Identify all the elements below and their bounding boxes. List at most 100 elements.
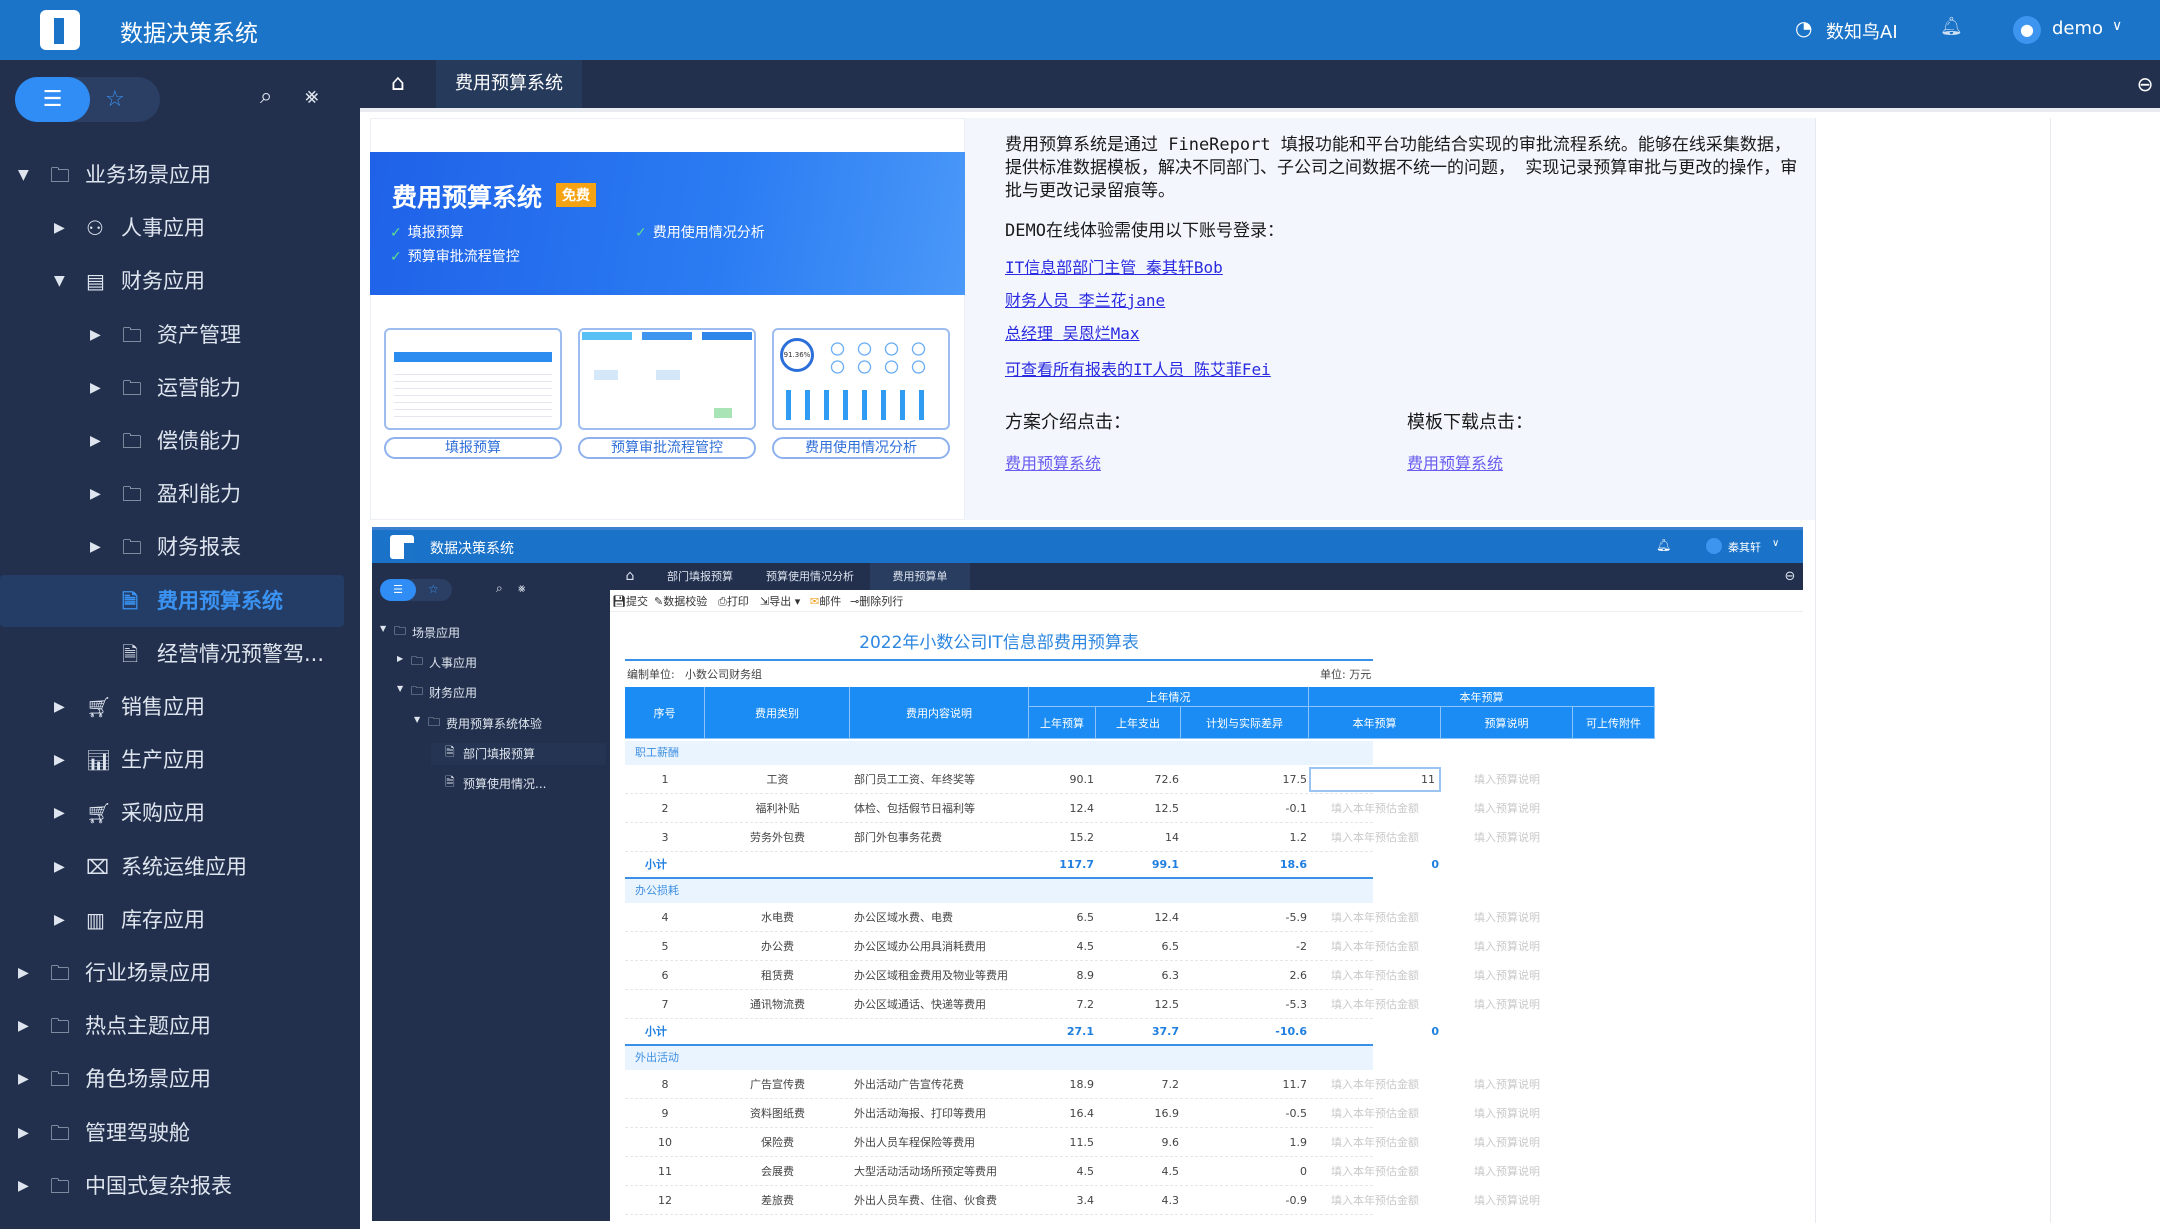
- budget-input[interactable]: 填入本年预估金额: [1331, 940, 1419, 953]
- sidebar-item[interactable]: ▶ 🗀︎ 行业场景应用: [0, 947, 344, 999]
- sidebar-mode-toggle[interactable]: ☰ ☆: [15, 77, 160, 122]
- sidebar-item[interactable]: ▶ 🗀︎ 管理驾驶舱: [0, 1107, 344, 1159]
- download-link[interactable]: 费用预算系统: [1407, 454, 1504, 473]
- approval-flow-button[interactable]: 预算审批流程管控: [578, 437, 756, 459]
- caret-down-icon[interactable]: ▼: [414, 714, 421, 724]
- export-button[interactable]: ⇲导出 ▾: [760, 595, 801, 608]
- caret-right-icon[interactable]: ▶: [54, 858, 65, 875]
- ai-icon[interactable]: ◔: [1795, 16, 1813, 40]
- note-input[interactable]: 填入预算说明: [1474, 1194, 1540, 1207]
- tree-item[interactable]: 🗎︎ 预算使用情况...: [431, 773, 606, 795]
- caret-down-icon[interactable]: ▼: [18, 167, 29, 183]
- tab-dept-budget[interactable]: 部门填报预算: [667, 570, 733, 583]
- ai-assistant-link[interactable]: 数知鸟AI: [1826, 22, 1898, 43]
- sidebar-item[interactable]: ▶ 🗀︎ 热点主题应用: [0, 1000, 344, 1052]
- account-link[interactable]: 可查看所有报表的IT人员 陈艾菲Fei: [1005, 360, 1271, 379]
- caret-right-icon[interactable]: ▶: [54, 911, 65, 928]
- bell-icon[interactable]: 🔔︎: [1656, 538, 1672, 552]
- fill-budget-button[interactable]: 填报预算: [384, 437, 562, 459]
- more-icon[interactable]: ⊖: [1784, 569, 1796, 584]
- caret-right-icon[interactable]: ▶: [397, 654, 404, 664]
- sidebar-item[interactable]: ▶ 🗀︎ 运营能力: [0, 362, 344, 414]
- caret-right-icon[interactable]: ▶: [54, 220, 65, 237]
- note-input[interactable]: 填入预算说明: [1474, 831, 1540, 844]
- budget-input[interactable]: 填入本年预估金额: [1331, 1107, 1419, 1120]
- avatar[interactable]: ●: [2013, 16, 2041, 44]
- caret-right-icon[interactable]: ▶: [90, 486, 101, 503]
- tab-expense-budget[interactable]: 费用预算系统: [436, 60, 582, 108]
- note-input[interactable]: 填入预算说明: [1474, 1136, 1540, 1149]
- sidebar-item[interactable]: ▼ ▤ 财务应用: [0, 255, 344, 307]
- list-icon[interactable]: ☰: [380, 579, 416, 601]
- sidebar-item[interactable]: ▶ 🛒︎ 销售应用: [0, 681, 344, 733]
- sidebar-item[interactable]: ▶ 🗀︎ 角色场景应用: [0, 1053, 344, 1105]
- budget-input[interactable]: 11: [1309, 767, 1441, 792]
- embedded-user[interactable]: 秦其轩: [1728, 541, 1761, 554]
- tab-usage-analysis[interactable]: 预算使用情况分析: [766, 570, 854, 583]
- thumbnail-fill-budget[interactable]: [384, 328, 562, 430]
- more-icon[interactable]: ⊖: [2136, 72, 2154, 96]
- note-input[interactable]: 填入预算说明: [1474, 940, 1540, 953]
- list-icon[interactable]: ☰: [15, 77, 90, 122]
- sidebar-item[interactable]: ▶ 🗀︎ 资产管理: [0, 309, 344, 361]
- caret-right-icon[interactable]: ▶: [90, 433, 101, 449]
- caret-right-icon[interactable]: ▶: [18, 965, 29, 981]
- tab-budget-form[interactable]: 费用预算单: [870, 563, 970, 590]
- sidebar-mode-toggle[interactable]: ☰ ☆: [380, 579, 452, 601]
- search-icon[interactable]: ⌕: [496, 581, 503, 595]
- budget-input[interactable]: 填入本年预估金额: [1331, 998, 1419, 1011]
- chevron-down-icon[interactable]: ∨: [2112, 18, 2123, 34]
- bell-icon[interactable]: 🔔︎: [1940, 16, 1963, 37]
- sidebar-item[interactable]: ▶ ▥ 库存应用: [0, 894, 344, 946]
- account-link[interactable]: IT信息部部门主管 秦其轩Bob: [1005, 258, 1223, 277]
- budget-input[interactable]: 填入本年预估金额: [1331, 1194, 1419, 1207]
- note-input[interactable]: 填入预算说明: [1474, 911, 1540, 924]
- chevron-down-icon[interactable]: ∨: [1772, 538, 1780, 549]
- tree-item[interactable]: 🗎︎ 部门填报预算: [431, 742, 606, 765]
- caret-right-icon[interactable]: ▶: [54, 805, 65, 822]
- caret-right-icon[interactable]: ▶: [90, 379, 101, 396]
- star-icon[interactable]: ☆: [105, 87, 125, 112]
- caret-right-icon[interactable]: ▶: [18, 1071, 29, 1088]
- delete-row-button[interactable]: ⊸删除列行: [850, 595, 904, 608]
- budget-input[interactable]: 填入本年预估金额: [1331, 802, 1419, 815]
- home-icon[interactable]: ⌂: [391, 71, 405, 96]
- print-button[interactable]: ⎙打印: [718, 595, 749, 608]
- caret-right-icon[interactable]: ▶: [54, 699, 65, 715]
- note-input[interactable]: 填入预算说明: [1474, 773, 1540, 786]
- note-input[interactable]: 填入预算说明: [1474, 802, 1540, 815]
- caret-right-icon[interactable]: ▶: [18, 1124, 29, 1141]
- budget-input[interactable]: 填入本年预估金额: [1331, 911, 1419, 924]
- pin-icon[interactable]: ⨳: [518, 581, 526, 595]
- caret-right-icon[interactable]: ▶: [90, 539, 101, 556]
- sidebar-item[interactable]: 🗎︎ 经营情况预警驾...: [0, 628, 344, 680]
- note-input[interactable]: 填入预算说明: [1474, 1107, 1540, 1120]
- sidebar-item[interactable]: ▶ ⌧ 系统运维应用: [0, 841, 344, 893]
- budget-input[interactable]: 填入本年预估金额: [1331, 1136, 1419, 1149]
- caret-right-icon[interactable]: ▶: [54, 752, 65, 769]
- tree-item[interactable]: ▼ 🗀︎ 场景应用: [380, 622, 606, 644]
- user-name[interactable]: demo: [2052, 18, 2104, 39]
- caret-down-icon[interactable]: ▼: [380, 624, 387, 633]
- submit-button[interactable]: 💾︎提交: [612, 595, 648, 608]
- account-link[interactable]: 总经理 吴恩烂Max: [1005, 324, 1140, 343]
- tree-item[interactable]: ▶ 🗀︎ 人事应用: [397, 652, 606, 674]
- caret-down-icon[interactable]: ▼: [397, 684, 404, 694]
- budget-input[interactable]: 填入本年预估金额: [1331, 969, 1419, 982]
- home-icon[interactable]: ⌂: [625, 568, 635, 584]
- sidebar-item[interactable]: ▼ 🗀︎ 业务场景应用: [0, 149, 344, 201]
- note-input[interactable]: 填入预算说明: [1474, 969, 1540, 982]
- caret-right-icon[interactable]: ▶: [18, 1177, 29, 1194]
- account-link[interactable]: 财务人员 李兰花jane: [1005, 291, 1166, 310]
- search-icon[interactable]: ⌕: [260, 84, 273, 109]
- budget-input[interactable]: 填入本年预估金额: [1331, 1165, 1419, 1178]
- sidebar-item[interactable]: 🗎︎ 费用预算系统: [0, 574, 344, 627]
- sidebar-item[interactable]: ▶ 🗀︎ 盈利能力: [0, 468, 344, 520]
- star-icon[interactable]: ☆: [428, 582, 439, 596]
- avatar[interactable]: [1706, 538, 1722, 554]
- tree-item[interactable]: ▼ 🗀︎ 费用预算系统体验: [414, 713, 606, 735]
- mail-button[interactable]: ✉邮件: [810, 595, 842, 608]
- validate-button[interactable]: ✎数据校验: [654, 595, 708, 608]
- pin-icon[interactable]: ⨳: [305, 84, 319, 109]
- sidebar-item[interactable]: ▶ 🗀︎ 偿债能力: [0, 415, 344, 467]
